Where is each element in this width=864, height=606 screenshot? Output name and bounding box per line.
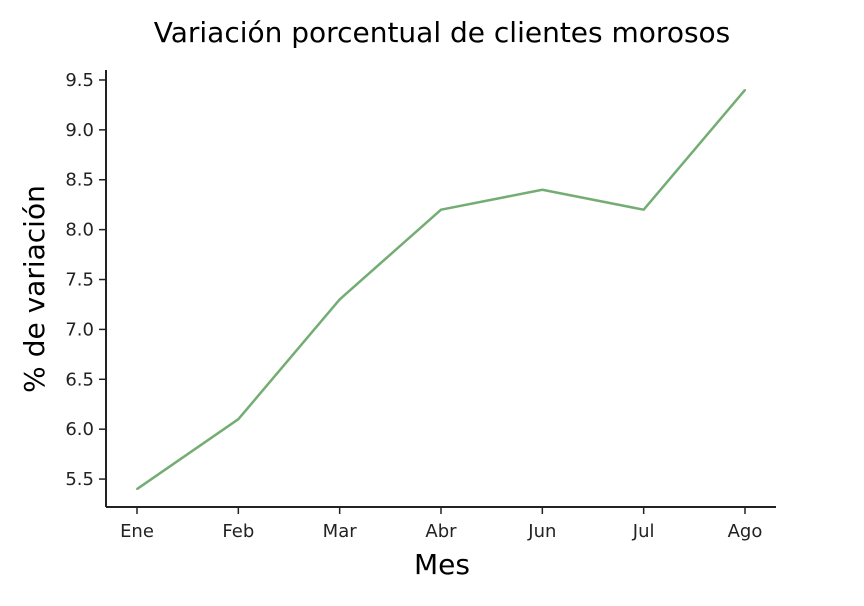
- x-axis-label: Mes: [414, 548, 470, 581]
- y-tick-label: 6.0: [65, 419, 94, 440]
- x-tick-label: Jun: [527, 521, 556, 542]
- data-point: [744, 88, 746, 91]
- x-tick-label: Abr: [425, 521, 457, 542]
- x-tick-label: Ago: [728, 521, 763, 542]
- y-tick-label: 9.0: [65, 120, 94, 141]
- series-group: [136, 88, 746, 491]
- y-tick-label: 7.0: [65, 319, 94, 340]
- x-tick-label: Feb: [222, 521, 254, 542]
- x-axis-ticks: Ene Feb Mar Abr Jun Jul Ago: [120, 507, 762, 542]
- y-tick-label: 9.5: [65, 70, 94, 91]
- chart-title: Variación porcentual de clientes morosos: [154, 16, 731, 49]
- data-point: [237, 418, 240, 421]
- data-point: [440, 208, 442, 211]
- y-tick-label: 8.0: [65, 220, 94, 241]
- y-tick-label: 7.5: [65, 270, 94, 291]
- data-point: [541, 188, 544, 191]
- x-tick-label: Jul: [632, 521, 655, 542]
- x-tick-label: Mar: [323, 521, 358, 542]
- series-line: [136, 89, 746, 491]
- y-tick-label: 6.5: [65, 369, 94, 390]
- data-point: [338, 298, 341, 301]
- y-tick-label: 5.5: [65, 469, 94, 490]
- x-tick-label: Ene: [120, 521, 154, 542]
- data-point: [642, 208, 645, 211]
- y-axis-ticks: 5.5 6.0 6.5 7.0 7.5 8.0 8.5 9.0 9.5: [65, 70, 106, 490]
- y-tick-label: 8.5: [65, 170, 94, 191]
- data-point: [136, 488, 138, 491]
- y-axis-label: % de variación: [18, 185, 51, 393]
